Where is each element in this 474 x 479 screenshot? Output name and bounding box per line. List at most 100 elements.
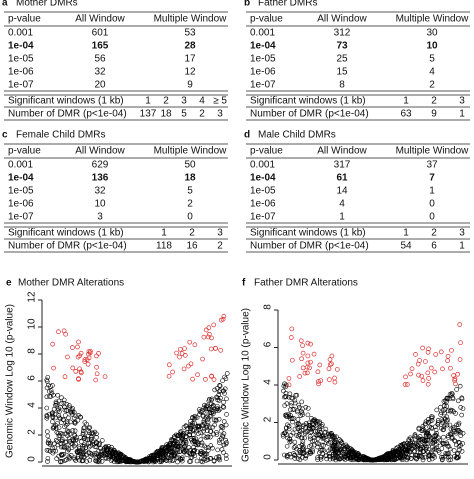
scatter-point — [59, 420, 64, 426]
table-cell: 2 — [431, 96, 437, 107]
scatter-point — [457, 357, 463, 362]
scatter-point — [287, 439, 293, 445]
scatter-point — [70, 428, 76, 433]
scatter-point — [334, 454, 340, 460]
table-cell: 1 — [429, 186, 435, 197]
scatter-point — [432, 454, 437, 460]
scatter-point — [143, 459, 149, 464]
scatter-point — [430, 447, 435, 453]
y-tick-label: 10 — [27, 318, 38, 330]
scatter-point — [211, 431, 217, 437]
scatter-point — [187, 451, 193, 457]
scatter-point — [328, 430, 334, 436]
table-cell: 1 — [161, 228, 167, 239]
scatter-point — [316, 379, 321, 384]
scatter-point — [67, 405, 73, 411]
scatter-point — [78, 350, 84, 356]
scatter-point — [423, 359, 428, 364]
scatter-point — [408, 440, 413, 446]
scatter-point — [76, 339, 81, 345]
scatter-point — [332, 441, 338, 446]
scatter-point — [65, 421, 70, 427]
scatter-point — [198, 437, 203, 442]
scatter-point — [457, 440, 462, 446]
scatter-point — [338, 438, 343, 444]
table-cell: 25 — [336, 54, 348, 65]
scatter-point — [103, 444, 109, 449]
scatter-point — [75, 344, 80, 350]
table-header: Multiple Window — [154, 14, 228, 25]
scatter-point — [327, 453, 333, 459]
scatter-point — [314, 440, 320, 446]
table-cell: 2 — [217, 241, 223, 252]
scatter-point — [184, 434, 189, 439]
scatter-point — [397, 443, 403, 448]
scatter-point — [305, 340, 311, 346]
scatter-point — [425, 381, 431, 387]
y-tick-label: 0 — [263, 454, 274, 460]
scatter-point — [326, 448, 331, 454]
scatter-point — [138, 459, 143, 465]
scatter-point — [451, 448, 457, 453]
scatter-point — [442, 422, 448, 428]
scatter-point — [53, 437, 59, 443]
scatter-point — [222, 391, 227, 396]
scatter-point — [433, 352, 439, 357]
scatter-point — [413, 352, 418, 357]
scatter-point — [50, 450, 56, 456]
scatter-point — [441, 434, 446, 440]
scatter-point — [448, 432, 454, 438]
scatter-point — [299, 443, 305, 448]
scatter-point — [433, 433, 439, 439]
scatter-point — [64, 457, 69, 462]
scatter-point — [292, 452, 297, 458]
scatter-point — [378, 455, 384, 460]
scatter-point — [456, 422, 461, 427]
table-cell: 5 — [429, 54, 435, 65]
table-cell: 18 — [184, 173, 196, 184]
scatter-point — [92, 441, 97, 447]
table-cell: 1e-04 — [250, 173, 276, 184]
scatter-point — [387, 451, 393, 456]
scatter-point — [182, 352, 188, 358]
table-cell: 5 — [187, 186, 193, 197]
scatter-point — [94, 364, 99, 370]
scatter-point — [212, 387, 217, 393]
scatter-point — [291, 451, 296, 456]
scatter-point — [409, 366, 415, 372]
scatter-point — [86, 428, 91, 434]
scatter-point — [207, 396, 212, 402]
scatter-point — [102, 374, 108, 380]
scatter-point — [72, 428, 78, 434]
table-cell: 73 — [336, 41, 348, 52]
scatter-point — [304, 370, 310, 376]
scatter-point — [296, 432, 302, 437]
scatter-point — [55, 442, 61, 448]
table-cell: 1e-06 — [250, 67, 276, 78]
scatter-point — [221, 450, 226, 455]
table-cell: 3 — [217, 109, 223, 120]
scatter-point — [283, 384, 289, 390]
table-cell: 5 — [181, 109, 187, 120]
scatter-point — [202, 443, 207, 449]
scatter-point — [54, 430, 60, 435]
scatter-point — [458, 405, 464, 410]
scatter-point — [422, 421, 428, 427]
table-header: All Window — [317, 146, 367, 157]
scatter-point — [209, 396, 215, 402]
scatter-point — [65, 433, 70, 439]
scatter-point — [306, 420, 312, 426]
scatter-point — [213, 417, 219, 423]
table-cell: 0 — [187, 212, 193, 223]
table-cell: 1e-07 — [8, 212, 34, 223]
scatter-point — [401, 457, 406, 462]
scatter-point — [78, 439, 84, 444]
scatter-point — [308, 359, 313, 365]
scatter-point — [374, 457, 379, 462]
scatter-point — [201, 334, 207, 340]
scatter-point — [45, 429, 50, 434]
scatter-point — [94, 353, 99, 359]
scatter-point — [444, 440, 449, 446]
scatter-point — [402, 448, 408, 453]
scatter-point — [449, 347, 454, 353]
